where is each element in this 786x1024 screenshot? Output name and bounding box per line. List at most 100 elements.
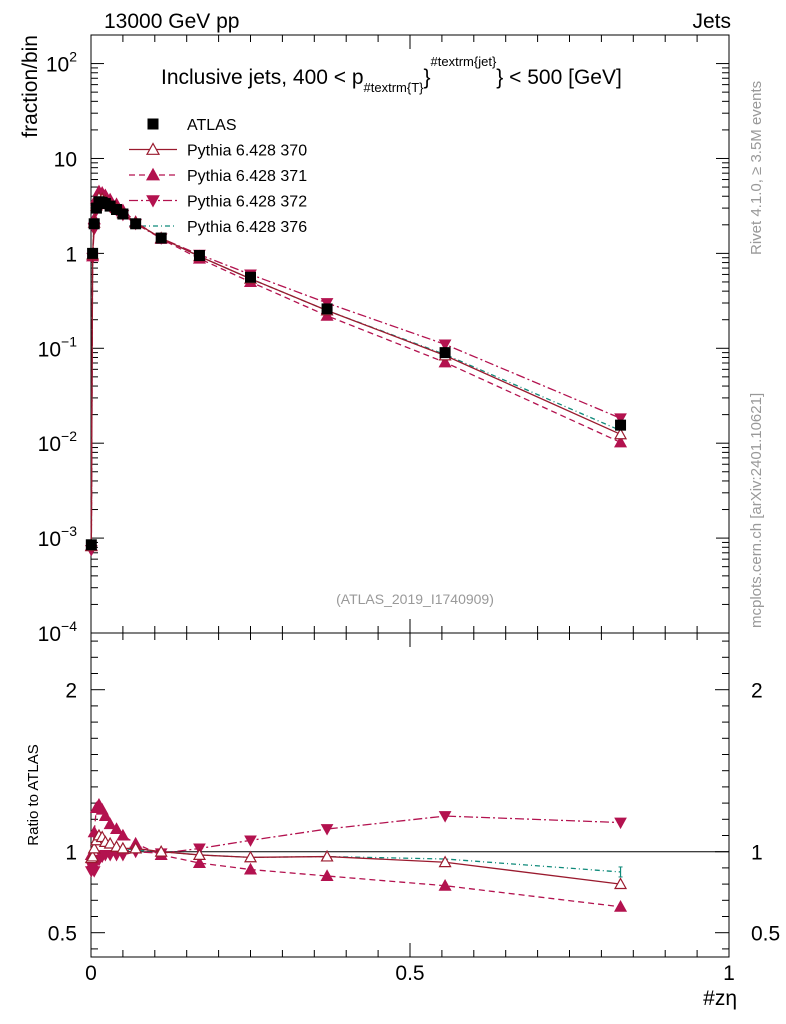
- series-line-p370: [90, 196, 621, 547]
- ratio-marker-p370: [192, 848, 206, 860]
- legend-label: Pythia 6.428 370: [187, 143, 307, 160]
- mcplots-label: mcplots.cern.ch [arXiv:2401.10621]: [748, 393, 765, 628]
- title-superscript: #textrm{jet}: [431, 54, 497, 69]
- ratio-marker-p370: [129, 841, 143, 854]
- series-marker-p371: [614, 435, 628, 448]
- ratio-marker-p371: [438, 878, 452, 891]
- ratio-marker-p371: [614, 900, 628, 912]
- ratio-marker-p372: [614, 817, 627, 830]
- ratio-y-tick-label-right: 0.5: [751, 923, 780, 946]
- series-marker-p371: [438, 355, 452, 368]
- ratio-marker-p371: [116, 828, 130, 841]
- series-marker-data: [439, 347, 451, 359]
- analysis-watermark: (ATLAS_2019_I1740909): [336, 591, 494, 607]
- y-tick-base: 10: [38, 528, 61, 551]
- ratio-marker-p370: [154, 844, 168, 857]
- ratio-plot-frame: [90, 632, 730, 958]
- ratio-marker-p372: [438, 811, 452, 823]
- ratio-x-ticks: [90, 633, 730, 957]
- ratio-line-p371: [90, 803, 621, 908]
- main-y-tick-label: 102: [46, 49, 77, 77]
- x-tick-label: 1: [723, 962, 735, 985]
- series-marker-data: [615, 419, 627, 431]
- series-line-p372: [90, 202, 621, 550]
- ratio-y-ticks: 2 2 1 1 0.5 0.5: [48, 640, 780, 950]
- y-tick-base: 10: [38, 433, 61, 456]
- rivet-label: Rivet 4.1.0, ≥ 3.5M events: [748, 81, 765, 255]
- legend-label: Pythia 6.428 372: [187, 194, 307, 211]
- ratio-y-tick-label: 0.5: [48, 923, 77, 946]
- x-tick-label: 0: [85, 962, 97, 985]
- main-y-tick-label: 10−2: [38, 428, 78, 456]
- main-series: [84, 184, 628, 557]
- legend-label: Pythia 6.428 371: [187, 168, 307, 185]
- legend-label: ATLAS: [187, 117, 237, 134]
- plot-title: Inclusive jets, 400 < p#textrm{T}}#textr…: [161, 54, 622, 95]
- ratio-marker-p370: [438, 855, 452, 868]
- ratio-y-tick-label: 1: [65, 842, 77, 865]
- header-left: 13000 GeV pp: [104, 10, 239, 33]
- ratio-line-p372: [90, 815, 621, 874]
- y-tick-exponent: −3: [61, 523, 77, 539]
- legend-marker-p370: [145, 142, 161, 155]
- ratio-marker-p370: [320, 849, 334, 862]
- x-tick-labels: 0 0.5 1: [85, 962, 735, 985]
- ratio-marker-p370: [614, 877, 628, 890]
- ratio-marker-p371: [98, 809, 112, 822]
- ratio-marker-p372: [244, 835, 257, 847]
- y-tick-base: 10: [46, 54, 69, 77]
- y-tick-base: 10: [38, 623, 61, 646]
- main-y-tick-label: 10−4: [38, 618, 78, 646]
- series-marker-data: [104, 200, 116, 212]
- ratio-series: [84, 797, 628, 912]
- series-marker-p372: [438, 339, 452, 351]
- y-tick-exponent: −2: [61, 428, 77, 444]
- series-marker-data: [245, 271, 256, 283]
- ratio-marker-p371: [103, 817, 117, 830]
- series-marker-data: [87, 247, 99, 259]
- ratio-marker-p370: [87, 841, 101, 854]
- ratio-y-axis-label: Ratio to ATLAS: [25, 744, 42, 845]
- x-tick-label: 0.5: [395, 962, 424, 985]
- series-marker-data: [130, 218, 142, 230]
- ratio-y-tick-label: 2: [65, 680, 77, 703]
- series-marker-data: [85, 539, 97, 551]
- ratio-marker-p370: [243, 850, 258, 863]
- series-marker-data: [193, 249, 205, 261]
- ratio-marker-p370: [86, 849, 100, 862]
- y-tick-exponent: −4: [61, 618, 77, 634]
- x-axis-label: #zη: [703, 987, 737, 1010]
- legend-label: Pythia 6.428 376: [187, 219, 307, 236]
- series-line-p371: [90, 190, 621, 546]
- series-line-p376: [90, 196, 621, 545]
- legend-marker-data: [147, 118, 159, 130]
- series-marker-data: [88, 218, 100, 230]
- ratio-y-tick-label-right: 2: [751, 680, 763, 703]
- ratio-marker-p371: [192, 856, 206, 869]
- y-axis-label: fraction/bin: [19, 35, 42, 138]
- ratio-y-tick-label-right: 1: [751, 842, 763, 865]
- ratio-line-p370: [90, 834, 621, 885]
- series-marker-data: [90, 202, 102, 214]
- main-y-tick-label: 10: [54, 148, 77, 171]
- legend-marker-p371: [145, 167, 161, 181]
- ratio-marker-p370: [103, 836, 117, 849]
- title-tail: } < 500 [GeV]: [496, 66, 622, 89]
- y-tick-exponent: −1: [61, 333, 77, 349]
- series-marker-data: [321, 303, 333, 315]
- series-marker-data: [155, 232, 167, 244]
- y-tick-base: 10: [38, 338, 61, 361]
- ratio-marker-p372: [320, 824, 334, 836]
- series-marker-data: [117, 208, 129, 220]
- title-subscript: #textrm{T}: [364, 80, 425, 95]
- legend: ATLAS Pythia 6.428 370 Pythia 6.428 371 Pyt…: [129, 117, 307, 236]
- legend-marker-p372: [146, 195, 160, 208]
- ratio-marker-p371: [110, 822, 124, 835]
- ratio-marker-p371: [243, 862, 258, 875]
- series-marker-p370: [614, 427, 628, 440]
- main-y-tick-label: 1: [65, 243, 77, 266]
- ratio-marker-p370: [116, 841, 130, 854]
- ratio-marker-p371: [320, 869, 334, 882]
